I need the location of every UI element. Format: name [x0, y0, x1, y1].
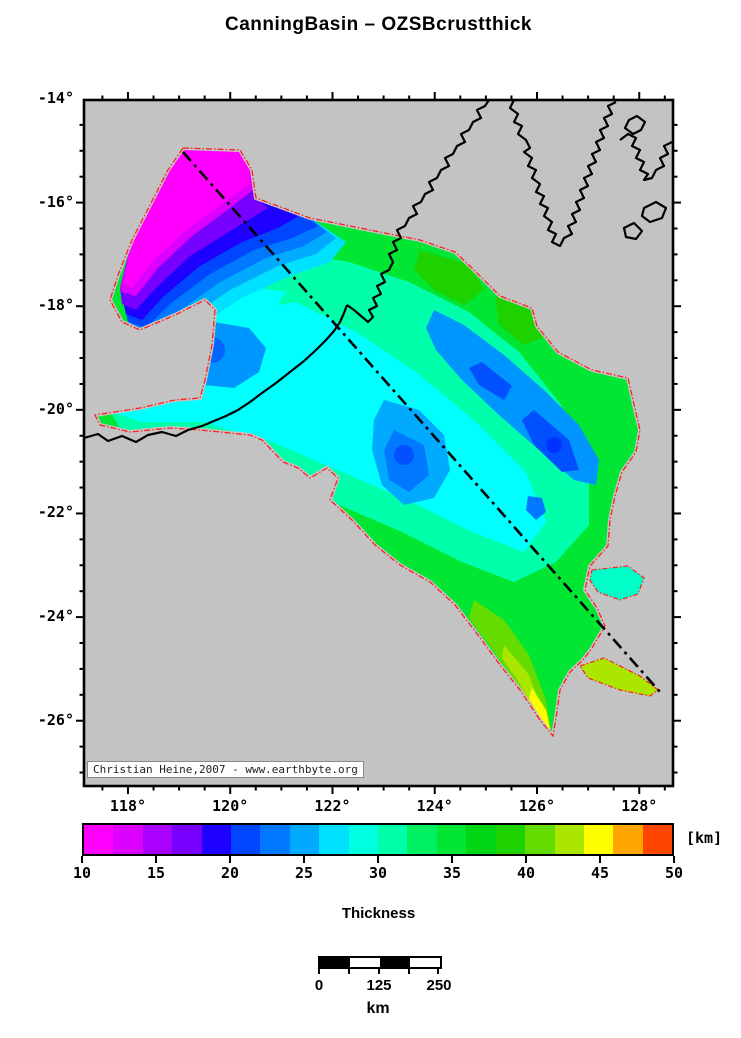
scalebar-label: 250 [426, 977, 452, 994]
colorbar-segment [378, 825, 408, 854]
colorbar-tick-label: 25 [294, 864, 314, 882]
scalebar-label: 125 [366, 977, 392, 994]
colorbar-segment [495, 825, 526, 854]
y-axis-tick-label: -20° [37, 399, 74, 418]
scalebar-segment [320, 958, 350, 967]
colorbar-tick-label: 10 [72, 864, 92, 882]
colorbar-segment [289, 825, 320, 854]
page-title: CanningBasin – OZSBcrustthick [225, 14, 532, 35]
colorbar-tick [377, 856, 379, 863]
scalebar-tick [348, 969, 350, 974]
colorbar-tick-label: 50 [664, 864, 684, 882]
scalebar-tick [437, 969, 439, 974]
colorbar-segment [84, 825, 114, 854]
colorbar-tick [303, 856, 305, 863]
map-frame [82, 98, 675, 788]
colorbar-tick-label: 40 [516, 864, 536, 882]
scalebar-unit-label: km [366, 1000, 390, 1017]
x-axis-tick-label: 124° [416, 797, 453, 815]
x-axis-tick-label: 126° [518, 797, 556, 815]
colorbar-segment [436, 825, 467, 854]
colorbar-unit-label: [km] [686, 829, 723, 847]
colorbar-segment [142, 825, 173, 854]
colorbar-segment [583, 825, 614, 854]
scalebar-tick [318, 969, 320, 974]
y-axis-tick-label: -16° [37, 192, 74, 211]
colorbar-segment [260, 825, 290, 854]
colorbar-tick-label: 45 [590, 864, 610, 882]
map-scale-bar [318, 956, 442, 969]
detached-basin-blob [589, 565, 645, 601]
colorbar-segment [642, 825, 673, 854]
y-axis-tick-label: -14° [37, 88, 74, 107]
colorbar-tick-label: 30 [368, 864, 388, 882]
colorbar-segment [466, 825, 496, 854]
colorbar-tick [81, 856, 83, 863]
colorbar-segment [554, 825, 584, 854]
attribution-box: Christian Heine,2007 - www.earthbyte.org [87, 761, 364, 778]
map-inner [83, 99, 673, 786]
colorbar-tick [599, 856, 601, 863]
scalebar-segment [410, 958, 440, 967]
colorbar-segment [172, 825, 202, 854]
colorbar-segment [348, 825, 379, 854]
scalebar-label: 0 [314, 977, 324, 994]
y-axis-tick-label: -22° [37, 503, 74, 522]
colorbar-segment [319, 825, 349, 854]
colorbar-tick [229, 856, 231, 863]
scalebar-tick [378, 969, 380, 974]
colorbar-segment [113, 825, 143, 854]
colorbar-tick [155, 856, 157, 863]
colorbar-tick [673, 856, 675, 863]
coastline [83, 99, 673, 444]
x-axis-tick-label: 128° [621, 797, 658, 815]
x-axis-tick-label: 118° [109, 797, 147, 815]
colorbar [82, 823, 674, 856]
section-line [182, 151, 661, 693]
colorbar-tick [451, 856, 453, 863]
y-axis-tick-label: -26° [37, 710, 74, 729]
map-canvas [76, 92, 681, 794]
x-axis-tick-label: 120° [212, 797, 249, 815]
colorbar-segment [613, 825, 643, 854]
y-axis-tick-label: -24° [37, 607, 74, 626]
colorbar-segment [231, 825, 261, 854]
colorbar-segment [201, 825, 232, 854]
y-axis-tick-label: -18° [37, 296, 74, 315]
colorbar-tick-label: 15 [146, 864, 166, 882]
colorbar-title: Thickness [341, 905, 416, 922]
colorbar-segment [525, 825, 555, 854]
x-axis-tick-label: 122° [314, 797, 351, 815]
scalebar-segment [380, 958, 410, 967]
colorbar-segment [407, 825, 437, 854]
colorbar-tick [525, 856, 527, 863]
scalebar-tick [408, 969, 410, 974]
colorbar-tick-label: 35 [442, 864, 462, 882]
basin-sliver [579, 657, 659, 697]
colorbar-tick-label: 20 [220, 864, 240, 882]
scalebar-segment [350, 958, 380, 967]
